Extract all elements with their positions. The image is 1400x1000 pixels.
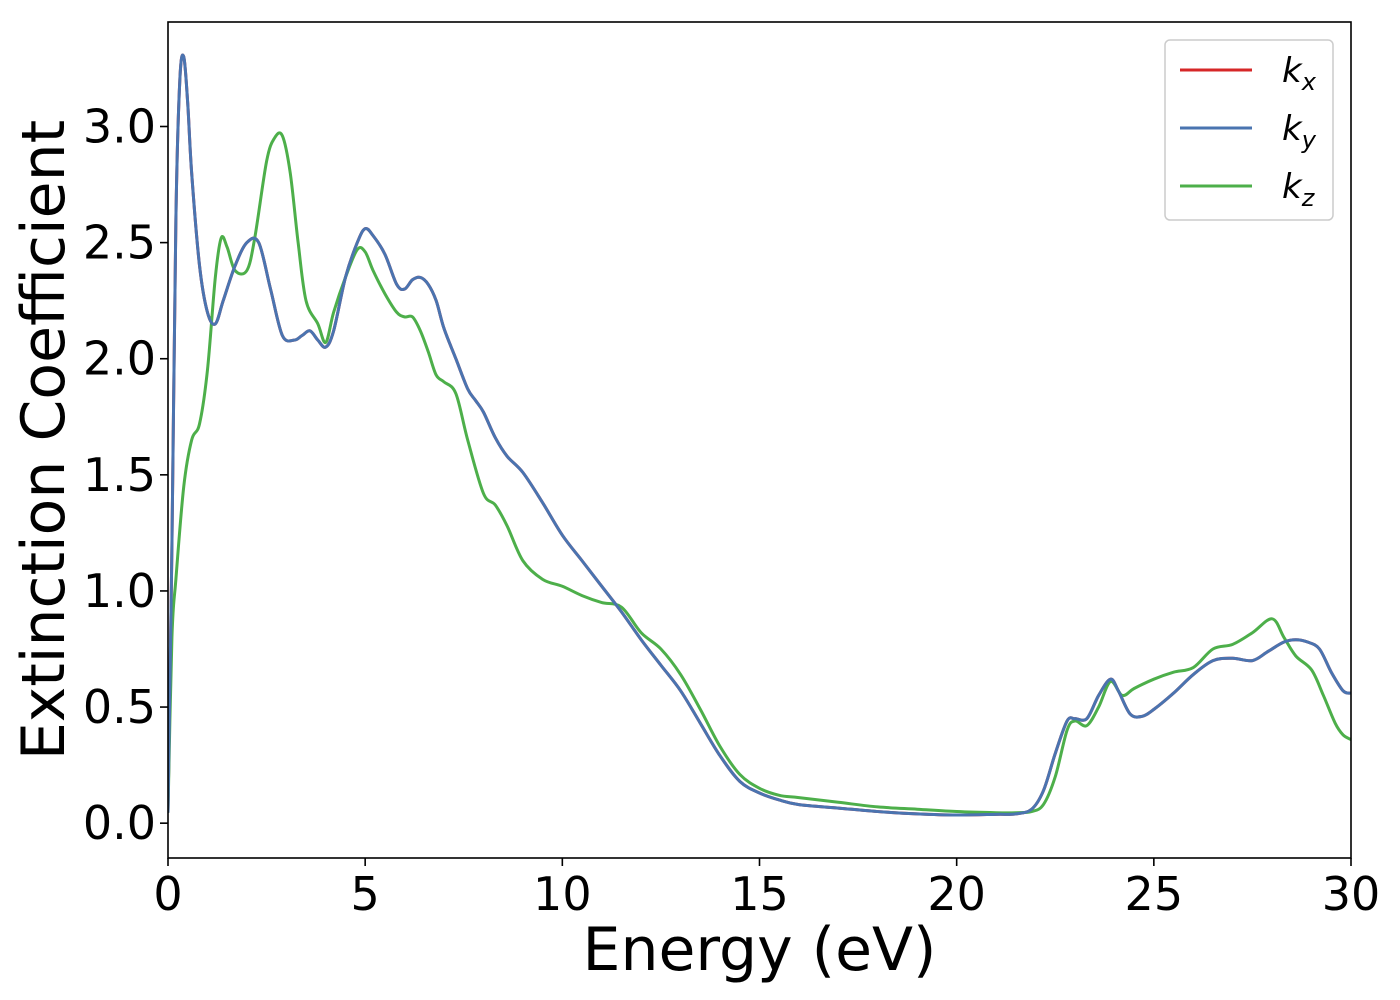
y-tick-label: 2.5	[83, 216, 156, 270]
y-axis: 0.0 0.5 1.0 1.5 2.0 2.5 3.0	[83, 100, 168, 850]
x-tick-label: 5	[351, 867, 380, 921]
x-tick-label: 20	[927, 867, 986, 921]
x-axis: 0 5 10 15 20 25 30	[153, 858, 1380, 921]
x-tick-label: 30	[1322, 867, 1381, 921]
x-tick-label: 10	[533, 867, 592, 921]
x-tick-label: 15	[730, 867, 789, 921]
x-axis-label: Energy (eV)	[583, 915, 937, 985]
series-line-kz	[168, 131, 1351, 815]
legend-box	[1164, 39, 1334, 221]
y-tick-label: 2.0	[83, 332, 156, 386]
legend-label-kx: kx	[1282, 51, 1317, 96]
legend-label-ky: ky	[1282, 109, 1317, 154]
y-axis-label: Extinction Coefficient	[9, 120, 79, 760]
legend-label-subscript: z	[1301, 184, 1316, 212]
y-tick-label: 3.0	[83, 100, 156, 154]
legend-label-main: k	[1282, 109, 1303, 149]
y-tick-label: 0.5	[83, 680, 156, 734]
y-tick-label: 1.0	[83, 564, 156, 618]
x-tick-label: 0	[153, 867, 182, 921]
legend-label-main: k	[1282, 51, 1303, 91]
x-tick-label: 25	[1125, 867, 1184, 921]
series-layer	[168, 53, 1351, 817]
y-tick-label: 1.5	[83, 448, 156, 502]
y-tick-label: 0.0	[83, 796, 156, 850]
legend-label-main: k	[1282, 167, 1303, 207]
legend-label-kz: kz	[1282, 167, 1316, 212]
legend-label-subscript: y	[1301, 126, 1317, 154]
legend-label-subscript: x	[1301, 68, 1317, 96]
series-line-ky	[168, 53, 1351, 817]
